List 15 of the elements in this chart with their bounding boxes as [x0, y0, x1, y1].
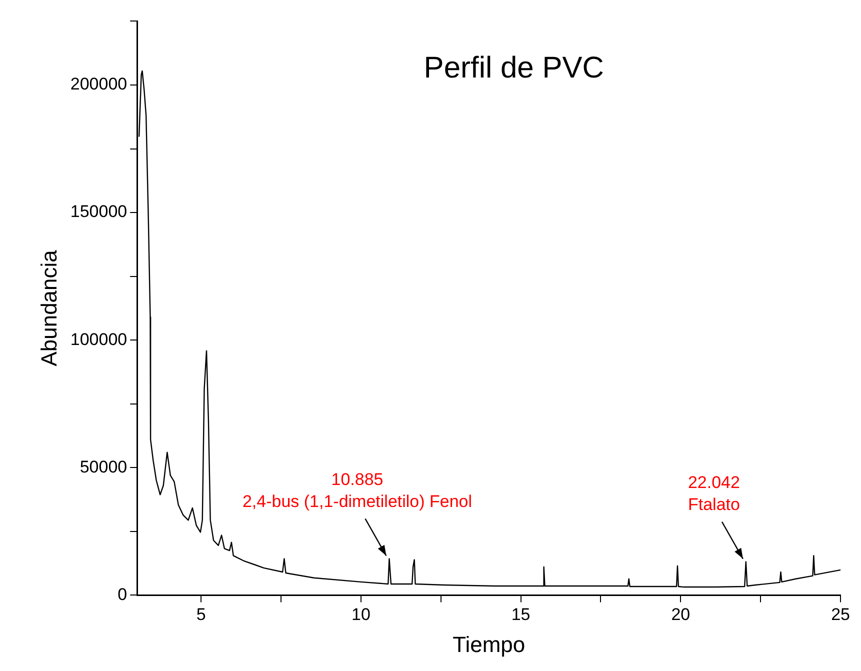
- y-tick-label: 100000: [70, 330, 128, 349]
- x-tick-label: 15: [511, 605, 530, 624]
- x-tick-label: 5: [196, 605, 206, 624]
- x-tick-label: 20: [671, 605, 690, 624]
- y-tick-label: 150000: [70, 202, 128, 222]
- x-tick-label: 25: [831, 605, 850, 624]
- y-tick-label: 50000: [80, 457, 128, 476]
- text: Perfil de PVC: [424, 51, 604, 84]
- annotation: 22.042 Ftalato: [688, 472, 740, 514]
- y-tick-label: 200000: [70, 74, 128, 94]
- y-tick-label: 0: [118, 584, 128, 604]
- x-axis-title: Tiempo: [452, 632, 526, 657]
- x-tick-label: 10: [351, 605, 370, 624]
- annotation: 10.885 2,4-bus (1,1-dimetiletilo) Fenol: [242, 470, 472, 511]
- y-axis-title: Abundancia: [36, 249, 62, 366]
